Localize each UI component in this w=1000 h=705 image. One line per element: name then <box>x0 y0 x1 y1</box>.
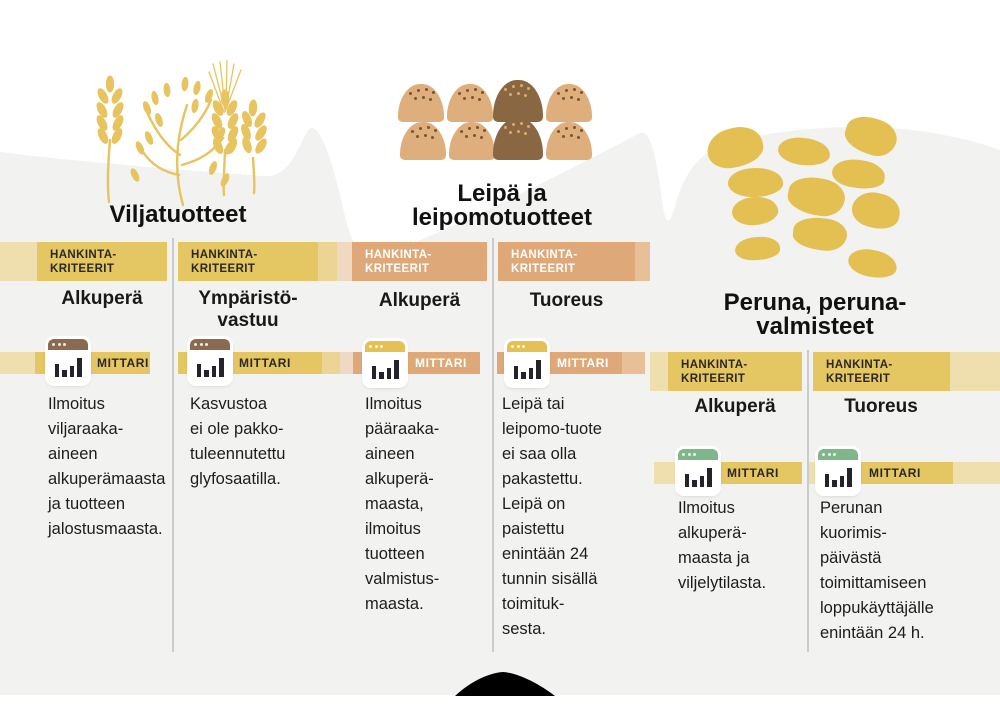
window-titlebar <box>365 341 405 352</box>
band-segment <box>0 242 37 281</box>
criterion-body-text: Leipä tai leipomo-tuote ei saa olla paka… <box>502 395 602 638</box>
criterion-heading: Alkuperä <box>378 290 461 311</box>
criterion-heading: Alkuperä <box>694 396 776 417</box>
bar-chart-glyph <box>365 360 405 379</box>
band-segment <box>0 352 35 374</box>
band-segment <box>635 242 650 281</box>
band-segment <box>622 352 645 374</box>
criteria-band: HANKINTA- KRITEERIT <box>352 242 487 281</box>
window-titlebar <box>48 339 88 350</box>
window-titlebar <box>818 449 858 460</box>
window-titlebar <box>507 341 547 352</box>
meter-label: MITTARI <box>97 356 149 370</box>
criterion-heading: Tuoreus <box>529 290 604 311</box>
criteria-band: HANKINTA- KRITEERIT <box>813 352 950 391</box>
criterion-heading: Ympäristö- vastuu <box>198 288 298 331</box>
criteria-band-label: HANKINTA- KRITEERIT <box>50 249 117 275</box>
criterion-heading: Alkuperä <box>61 288 143 309</box>
criteria-band: HANKINTA- KRITEERIT <box>178 242 318 281</box>
criteria-band: HANKINTA- KRITEERIT <box>668 352 802 391</box>
meter-label: MITTARI <box>239 356 291 370</box>
window-titlebar <box>190 339 230 350</box>
criteria-band-label: HANKINTA- KRITEERIT <box>681 359 748 385</box>
column-divider <box>492 238 494 652</box>
bar-chart-glyph <box>190 358 230 377</box>
window-titlebar <box>678 449 718 460</box>
bar-chart-window-icon <box>190 339 230 383</box>
criterion-body-text: Ilmoitus alkuperä- maasta ja viljelytila… <box>678 499 767 592</box>
wheat-illustration <box>94 60 270 207</box>
section-title-potato: Peruna, peruna- valmisteet <box>723 289 907 340</box>
band-segment <box>953 462 1000 484</box>
criteria-band: HANKINTA- KRITEERIT <box>498 242 635 281</box>
band-segment <box>950 352 1000 391</box>
meter-label: MITTARI <box>727 466 779 480</box>
band-segment <box>337 242 352 281</box>
criterion-body-text: Ilmoitus viljaraaka- aineen alkuperämaas… <box>48 395 166 538</box>
meter-label: MITTARI <box>415 356 467 370</box>
bar-chart-glyph <box>818 468 858 487</box>
meter-label: MITTARI <box>869 466 921 480</box>
bar-chart-glyph <box>507 360 547 379</box>
bar-chart-window-icon <box>507 341 547 385</box>
criterion-body-text: Kasvustoa ei ole pakko- tuleennutettu gl… <box>190 395 286 488</box>
bar-chart-window-icon <box>678 449 718 493</box>
bar-chart-window-icon <box>818 449 858 493</box>
band-segment <box>322 352 340 374</box>
bar-chart-window-icon <box>48 339 88 383</box>
section-title-grain: Viljatuotteet <box>109 201 247 228</box>
bar-chart-glyph <box>678 468 718 487</box>
band-segment <box>340 352 353 374</box>
section-title-bread: Leipä ja leipomotuotteet <box>412 180 592 231</box>
criteria-band-label: HANKINTA- KRITEERIT <box>191 249 258 275</box>
bread-bun <box>546 84 592 122</box>
criterion-heading: Tuoreus <box>844 396 918 417</box>
band-segment <box>318 242 337 281</box>
column-divider <box>172 238 174 652</box>
band-segment <box>654 462 676 484</box>
criteria-band: HANKINTA- KRITEERIT <box>37 242 167 281</box>
criterion-body-text: Ilmoitus pääraaka- aineen alkuperä- maas… <box>365 395 440 613</box>
criterion-body-text: Perunan kuorimis- päivästä toimittamisee… <box>820 499 934 642</box>
column-divider <box>807 350 809 652</box>
bar-chart-window-icon <box>365 341 405 385</box>
pot-silhouette <box>455 672 555 696</box>
criteria-band-label: HANKINTA- KRITEERIT <box>511 249 578 275</box>
bar-chart-glyph <box>48 358 88 377</box>
criteria-band-label: HANKINTA- KRITEERIT <box>365 249 432 275</box>
criteria-band-label: HANKINTA- KRITEERIT <box>826 359 893 385</box>
band-segment <box>650 352 668 391</box>
meter-label: MITTARI <box>557 356 609 370</box>
